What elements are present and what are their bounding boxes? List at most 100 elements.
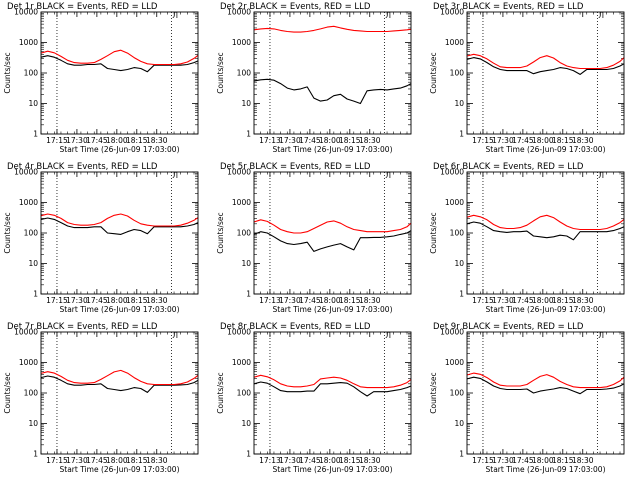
panel-title: Det 9r BLACK = Events, RED = LLD xyxy=(433,322,584,332)
series-line-events xyxy=(40,375,199,393)
series-line-events xyxy=(253,78,412,105)
ascending-node-label: Л xyxy=(385,331,391,340)
y-tick-label: 10 xyxy=(28,419,38,428)
x-tick-label: 18:00 xyxy=(106,136,128,145)
x-tick-label: 17:13 xyxy=(259,456,281,465)
chart-panel-8: Det 8r BLACK = Events, RED = LLD Л 1 10 100 1… xyxy=(216,322,412,474)
y-axis-title: Counts/sec xyxy=(216,372,225,413)
x-tick-label: 17:45 xyxy=(299,136,321,145)
x-tick-label: 18:00 xyxy=(532,296,554,305)
y-tick-label: 10000 xyxy=(14,328,38,337)
x-tick-label: 17:30 xyxy=(279,136,301,145)
chart-panel-7: Det 7r BLACK = Events, RED = LLD Л 1 10 100 1… xyxy=(3,322,199,474)
x-tick-label: 18:30 xyxy=(146,296,168,305)
x-tick-label: 17:30 xyxy=(492,136,514,145)
x-axis-title: Start Time (26-Jun-09 17:03:00) xyxy=(60,145,180,154)
x-tick-label: 17:45 xyxy=(512,296,534,305)
y-tick-label: 10000 xyxy=(440,328,464,337)
series-line-lld xyxy=(466,214,625,231)
y-tick-label: 100 xyxy=(24,229,39,238)
x-tick-label: 18:15 xyxy=(339,136,361,145)
ascending-node-label: Л xyxy=(385,171,391,180)
y-tick-label: 10000 xyxy=(440,8,464,17)
chart-panel-5: Det 5r BLACK = Events, RED = LLD Л 1 10 100 1… xyxy=(216,162,412,314)
chart-panel-1: Det 1r BLACK = Events, RED = LLD Л 1 10 100 1… xyxy=(3,2,199,154)
x-tick-label: 17:30 xyxy=(492,456,514,465)
ascending-node-label: Л xyxy=(172,171,178,180)
y-tick-label: 10000 xyxy=(14,168,38,177)
y-tick-label: 10 xyxy=(28,259,38,268)
y-axis-title: Counts/sec xyxy=(429,372,438,413)
x-axis-title: Start Time (26-Jun-09 17:03:00) xyxy=(60,305,180,314)
y-tick-label: 1 xyxy=(459,130,464,139)
x-tick-label: 17:15 xyxy=(472,456,494,465)
x-axis-title: Start Time (26-Jun-09 17:03:00) xyxy=(60,465,180,474)
series-line-events xyxy=(253,381,412,397)
y-tick-label: 1 xyxy=(246,290,251,299)
x-tick-label: 18:00 xyxy=(106,456,128,465)
y-tick-label: 10 xyxy=(454,419,464,428)
x-tick-label: 18:30 xyxy=(359,296,381,305)
y-tick-label: 10000 xyxy=(227,328,251,337)
y-tick-label: 100 xyxy=(24,389,39,398)
x-tick-label: 18:15 xyxy=(126,296,148,305)
panel-title: Det 2r BLACK = Events, RED = LLD xyxy=(220,2,371,12)
x-tick-label: 17:30 xyxy=(66,296,88,305)
x-tick-label: 17:15 xyxy=(46,456,68,465)
series-line-events xyxy=(466,221,625,241)
x-tick-label: 18:30 xyxy=(359,456,381,465)
x-tick-label: 17:45 xyxy=(299,296,321,305)
panel-title: Det 8r BLACK = Events, RED = LLD xyxy=(220,322,371,332)
x-tick-label: 18:15 xyxy=(126,136,148,145)
y-tick-label: 100 xyxy=(450,389,465,398)
y-tick-label: 1 xyxy=(33,130,38,139)
y-axis-title: Counts/sec xyxy=(216,52,225,93)
series-line-lld xyxy=(253,374,412,389)
y-axis-title: Counts/sec xyxy=(3,212,12,253)
chart-panel-4: Det 4r BLACK = Events, RED = LLD Л 1 10 100 1… xyxy=(3,162,199,314)
x-tick-label: 18:30 xyxy=(572,296,594,305)
x-tick-label: 17:13 xyxy=(259,136,281,145)
x-tick-label: 18:15 xyxy=(552,136,574,145)
x-axis-title: Start Time (26-Jun-09 17:03:00) xyxy=(273,305,393,314)
x-tick-label: 18:15 xyxy=(552,456,574,465)
series-line-lld xyxy=(466,372,625,389)
chart-panel-9: Det 9r BLACK = Events, RED = LLD Л 1 10 100 1… xyxy=(429,322,625,474)
panel-title: Det 6r BLACK = Events, RED = LLD xyxy=(433,162,584,172)
y-tick-label: 100 xyxy=(237,389,252,398)
y-tick-label: 1 xyxy=(246,450,251,459)
x-tick-label: 18:00 xyxy=(319,456,341,465)
y-tick-label: 10 xyxy=(241,259,251,268)
x-tick-label: 17:30 xyxy=(66,456,88,465)
x-tick-label: 17:15 xyxy=(472,296,494,305)
series-line-events xyxy=(253,230,412,252)
x-tick-label: 18:30 xyxy=(572,456,594,465)
plot-frame xyxy=(253,11,412,135)
y-tick-label: 1 xyxy=(459,290,464,299)
x-tick-label: 18:00 xyxy=(319,136,341,145)
y-tick-label: 10000 xyxy=(14,8,38,17)
y-tick-label: 1 xyxy=(33,290,38,299)
panel-title: Det 7r BLACK = Events, RED = LLD xyxy=(7,322,158,332)
y-tick-label: 10 xyxy=(241,99,251,108)
x-tick-label: 17:15 xyxy=(472,136,494,145)
x-tick-label: 17:30 xyxy=(66,136,88,145)
x-tick-label: 18:15 xyxy=(339,456,361,465)
y-tick-label: 100 xyxy=(237,229,252,238)
y-axis-title: Counts/sec xyxy=(216,212,225,253)
y-tick-label: 100 xyxy=(450,229,465,238)
y-tick-label: 1000 xyxy=(19,38,38,47)
x-tick-label: 18:30 xyxy=(146,456,168,465)
series-line-lld xyxy=(253,219,412,234)
y-tick-label: 1000 xyxy=(19,358,38,367)
x-tick-label: 17:45 xyxy=(86,136,108,145)
ascending-node-label: Л xyxy=(385,11,391,20)
x-tick-label: 18:00 xyxy=(532,136,554,145)
x-tick-label: 17:15 xyxy=(46,296,68,305)
x-tick-label: 18:30 xyxy=(572,136,594,145)
plot-frame xyxy=(466,331,625,455)
y-tick-label: 10 xyxy=(241,419,251,428)
chart-panel-6: Det 6r BLACK = Events, RED = LLD Л 1 10 100 1… xyxy=(429,162,625,314)
y-tick-label: 1000 xyxy=(445,358,464,367)
